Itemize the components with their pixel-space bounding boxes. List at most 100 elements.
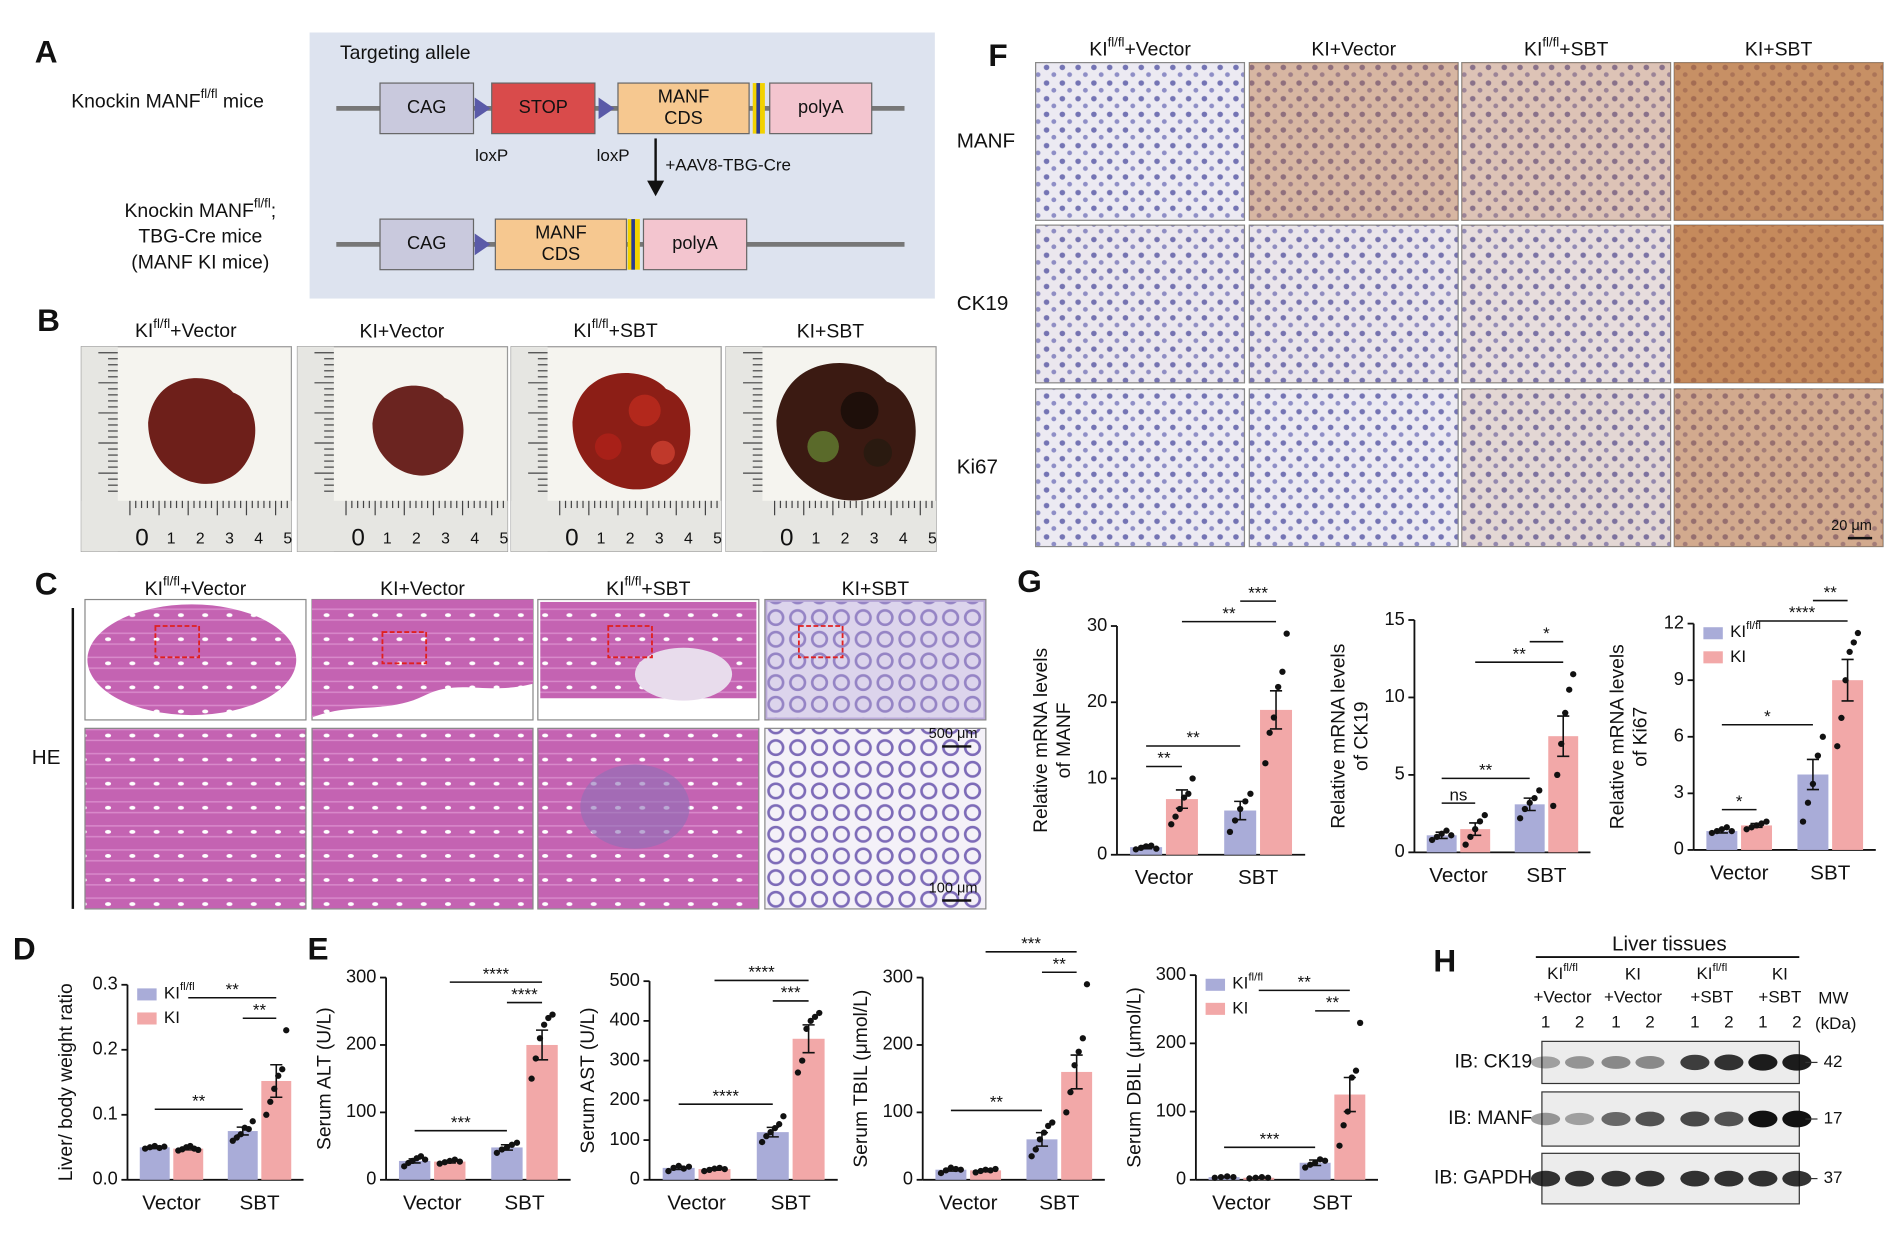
data-point: [1040, 1129, 1048, 1136]
data-point: [1433, 833, 1441, 840]
data-point: [1264, 1174, 1272, 1181]
panel-letter: D: [13, 931, 36, 966]
group-label: +Vector: [1534, 988, 1592, 1007]
x-tick-label: SBT: [239, 1191, 280, 1214]
data-point: [776, 1121, 783, 1128]
data-point: [1321, 1157, 1329, 1164]
ruler-number: 5: [928, 531, 937, 548]
data-point: [794, 1069, 802, 1076]
data-point: [1340, 1122, 1347, 1129]
data-point: [1748, 824, 1755, 831]
data-point: [1283, 630, 1290, 637]
data-point: [156, 1144, 163, 1152]
data-point: [1083, 981, 1091, 988]
band: [1635, 1170, 1665, 1187]
ruler-number: 2: [841, 531, 850, 548]
lane-label: 2: [1724, 1013, 1733, 1032]
data-point: [987, 1167, 994, 1174]
data-point: [1266, 729, 1273, 736]
data-point: [1180, 794, 1188, 801]
ruler-number: 3: [655, 531, 664, 548]
data-point: [1316, 1156, 1324, 1163]
data-point: [1476, 818, 1484, 825]
significance-label: ***: [1260, 1130, 1280, 1149]
y-axis-label: Relative mRNA levels: [1030, 648, 1052, 833]
significance-label: ****: [713, 1086, 740, 1105]
data-point: [271, 1085, 278, 1092]
ruler-number: 5: [499, 531, 508, 548]
data-point: [1189, 775, 1196, 782]
mw-label: MW: [1818, 989, 1848, 1008]
data-point: [1804, 799, 1812, 806]
data-point: [503, 1144, 511, 1151]
stain: [1249, 225, 1458, 383]
bar: [1260, 709, 1293, 855]
data-point: [1352, 1067, 1360, 1074]
ruler-number: 2: [412, 531, 421, 548]
ruler-number: 2: [196, 531, 205, 548]
blot-row-label: IB: MANF: [1448, 1107, 1532, 1129]
data-point: [508, 1141, 516, 1148]
x-tick-label: SBT: [1039, 1191, 1080, 1214]
data-point: [141, 1145, 149, 1152]
data-point: [513, 1139, 521, 1146]
data-point: [528, 1075, 535, 1082]
data-point: [1067, 1089, 1074, 1096]
y-tick-label: 200: [883, 1034, 913, 1054]
y-axis-label: Relative mRNA levels: [1327, 644, 1349, 829]
data-point: [1854, 629, 1862, 637]
strip: [631, 219, 635, 270]
ihc-image: [1248, 388, 1459, 548]
bar: [662, 1167, 695, 1180]
y-tick-label: 0: [1674, 839, 1684, 859]
legend-swatch: [1205, 1002, 1226, 1015]
data-point: [1753, 822, 1760, 829]
mw-value: 42: [1824, 1052, 1843, 1071]
column-title: KI+SBT: [1745, 39, 1813, 61]
y-tick-label: 0.3: [92, 974, 117, 994]
ruler-number: 5: [713, 531, 722, 548]
legend-label: KI: [1730, 647, 1746, 666]
band: [1635, 1055, 1665, 1069]
data-point: [1743, 826, 1750, 833]
zoom-box: [154, 625, 201, 659]
data-point: [1521, 805, 1529, 813]
ihc-image: [1461, 388, 1672, 548]
data-point: [685, 1163, 693, 1170]
significance-label: ****: [483, 964, 510, 983]
micrograph: [311, 727, 534, 910]
column-title: KIfl/fl+Vector: [145, 574, 247, 600]
data-point: [758, 1138, 766, 1146]
ihc-image: [1035, 224, 1246, 384]
data-point: [937, 1169, 945, 1177]
stain: [1674, 225, 1884, 383]
treatment-label: +AAV8-TBG-Cre: [665, 156, 791, 175]
data-point: [982, 1166, 989, 1173]
y-tick-label: 0: [1176, 1169, 1186, 1189]
data-point: [1531, 795, 1538, 802]
data-point: [1344, 1108, 1351, 1115]
ruler: [297, 500, 508, 552]
bar: [1706, 831, 1738, 850]
significance-label: ***: [781, 983, 801, 1002]
x-tick-label: Vector: [667, 1191, 726, 1214]
allele-element: [642, 218, 748, 271]
mw-value: 17: [1824, 1109, 1843, 1128]
data-point: [401, 1163, 408, 1170]
data-point: [670, 1164, 677, 1172]
y-tick-label: 200: [609, 1089, 639, 1109]
band: [1680, 1170, 1710, 1187]
column-title: KIfl/fl+SBT: [1524, 35, 1608, 61]
tissue: [87, 604, 297, 716]
data-point: [1168, 821, 1175, 828]
significance-label: ns: [1449, 785, 1467, 804]
data-point: [1032, 1146, 1039, 1153]
band: [1714, 1054, 1744, 1071]
lesion: [580, 764, 690, 849]
significance-label: **: [1326, 993, 1340, 1012]
ruler-number: 0: [780, 525, 794, 552]
data-point: [1536, 787, 1543, 794]
error-bar: [270, 1063, 283, 1099]
data-point: [1172, 813, 1179, 820]
blot-title: Liver tissues: [1612, 933, 1727, 956]
